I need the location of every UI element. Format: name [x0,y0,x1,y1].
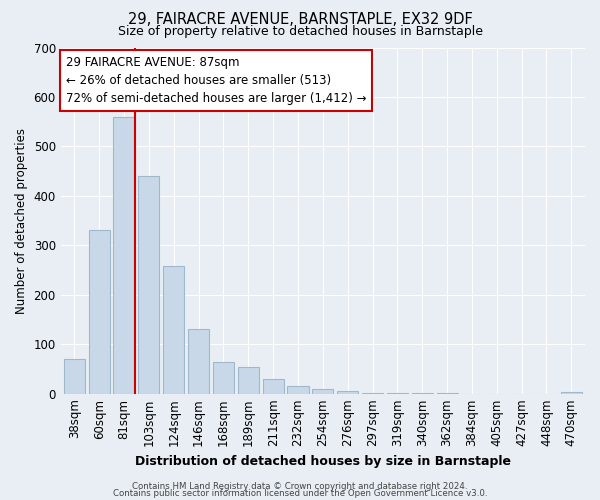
Text: Contains HM Land Registry data © Crown copyright and database right 2024.: Contains HM Land Registry data © Crown c… [132,482,468,491]
Bar [213,362,234,394]
Bar [89,230,110,394]
Bar [287,386,308,394]
Bar [113,116,134,394]
Bar [238,368,259,394]
Bar [561,392,582,394]
Bar [312,388,334,394]
Bar [263,379,284,394]
Y-axis label: Number of detached properties: Number of detached properties [15,128,28,314]
Text: Size of property relative to detached houses in Barnstaple: Size of property relative to detached ho… [118,25,482,38]
Bar [139,176,160,394]
Text: 29, FAIRACRE AVENUE, BARNSTAPLE, EX32 9DF: 29, FAIRACRE AVENUE, BARNSTAPLE, EX32 9D… [128,12,472,28]
Text: Contains public sector information licensed under the Open Government Licence v3: Contains public sector information licen… [113,489,487,498]
Bar [64,359,85,394]
Bar [362,392,383,394]
Text: 29 FAIRACRE AVENUE: 87sqm
← 26% of detached houses are smaller (513)
72% of semi: 29 FAIRACRE AVENUE: 87sqm ← 26% of detac… [66,56,367,105]
Bar [337,391,358,394]
Bar [188,330,209,394]
X-axis label: Distribution of detached houses by size in Barnstaple: Distribution of detached houses by size … [135,454,511,468]
Bar [163,266,184,394]
